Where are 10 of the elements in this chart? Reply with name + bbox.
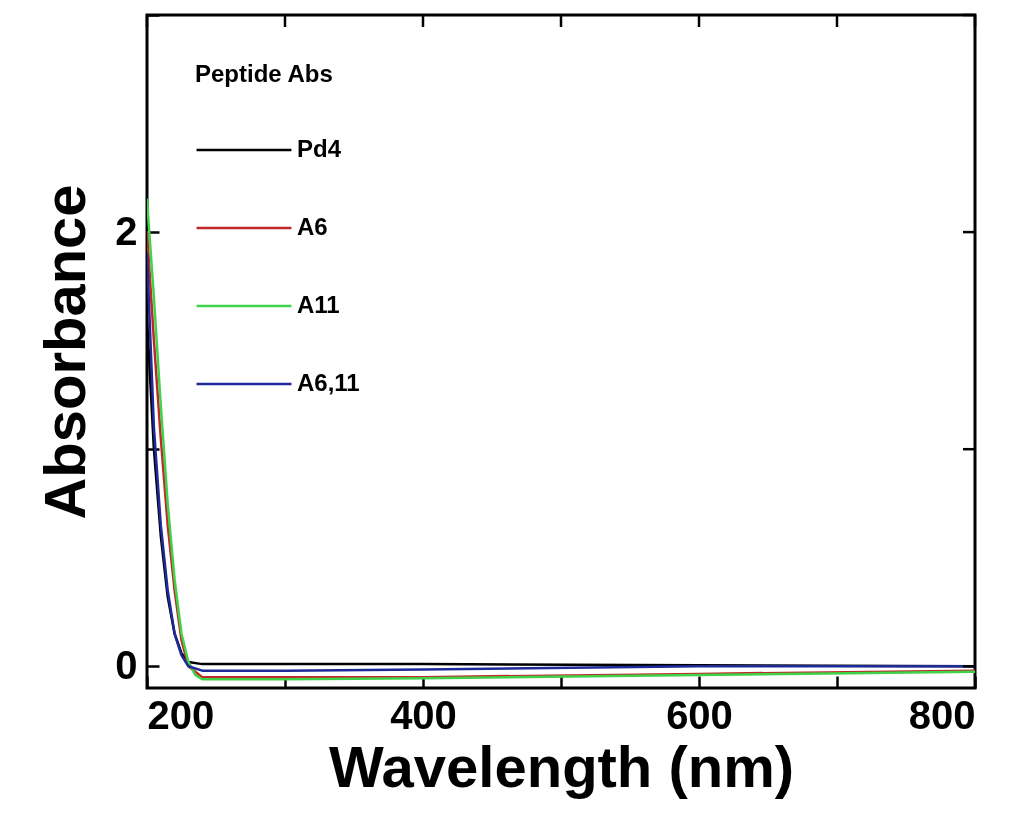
legend-label: A6 [297,213,328,240]
x-tick-label: 800 [908,692,976,737]
legend-label: A6,11 [297,369,360,396]
legend-title: Peptide Abs [195,60,333,87]
y-tick-label: 0 [115,642,138,687]
legend-label: Pd4 [297,135,342,162]
y-axis-title: Absorbance [32,184,98,520]
x-tick-label: 200 [147,692,215,737]
y-tick-label: 2 [115,208,138,253]
legend-label: A11 [297,291,340,318]
